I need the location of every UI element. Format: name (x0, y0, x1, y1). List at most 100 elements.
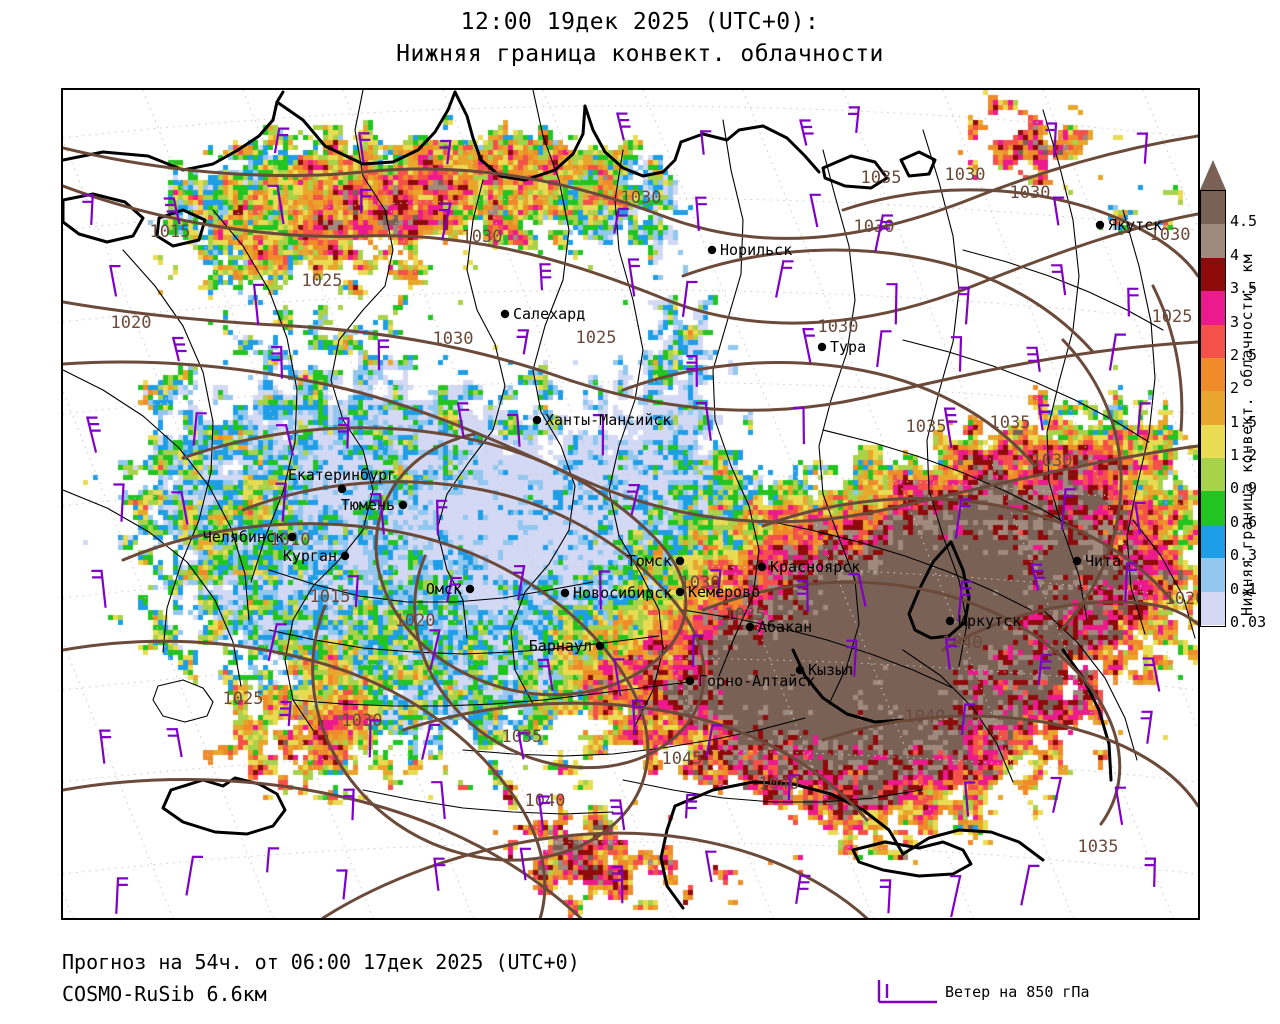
city-marker[interactable] (795, 665, 805, 675)
city-label: Екатеринбург (288, 466, 396, 484)
wind-barb (1060, 488, 1076, 530)
model-info: COSMO-RuSib 6.6км (62, 982, 267, 1006)
isobar-label: 1030 (818, 317, 859, 337)
isobar-label: 1035 (990, 413, 1031, 433)
city-marker[interactable] (945, 616, 955, 626)
isobar-label: 1030 (854, 217, 895, 237)
isobar-label: 1030 (433, 329, 474, 349)
wind-barb (611, 865, 624, 904)
city-marker[interactable] (595, 641, 605, 651)
city-marker[interactable] (675, 587, 685, 597)
wind-barb (874, 214, 893, 252)
city-marker[interactable] (707, 245, 717, 255)
wind-barb (699, 130, 712, 155)
city-marker[interactable] (337, 484, 347, 494)
wind-barb (950, 336, 963, 372)
wind-barb (799, 119, 814, 146)
wind-barb (958, 286, 970, 325)
wind-barb (943, 407, 958, 449)
city-marker[interactable] (675, 556, 685, 566)
city-marker[interactable] (1095, 220, 1105, 230)
colorbar-band (1201, 224, 1225, 258)
city-marker[interactable] (398, 500, 408, 510)
city-marker[interactable] (532, 415, 542, 425)
wind-barb (627, 483, 641, 516)
city-label: Кызыл (808, 661, 853, 679)
wind-barb (1050, 776, 1063, 813)
wind-barb (684, 793, 698, 819)
wind-barb (613, 658, 625, 697)
wind-barb (1052, 196, 1065, 226)
wind-barb (845, 639, 858, 677)
colorbar-band (1201, 324, 1225, 358)
city-marker[interactable] (745, 622, 755, 632)
city-marker[interactable] (817, 342, 827, 352)
colorbar-tick: 4 (1230, 245, 1240, 264)
wind-barb (279, 700, 292, 727)
wind-barb (512, 564, 526, 601)
isobar-label: 1030 (945, 165, 986, 185)
title-line-valid-time: 12:00 19дек 2025 (UTC+0): (460, 9, 820, 35)
isobar-label: 1035 (725, 605, 766, 625)
wind-barb (631, 699, 644, 735)
wind-barb (610, 799, 626, 831)
wind-barb (957, 580, 973, 622)
wind-barb (775, 260, 794, 298)
colorbar-band (1201, 391, 1225, 425)
wind-barb (276, 423, 295, 456)
colorbar-tick: 2 (1230, 379, 1240, 398)
isobar-label: 1015 (150, 222, 191, 242)
wind-barb (1114, 786, 1126, 825)
city-marker[interactable] (287, 532, 297, 542)
wind-barb (113, 483, 125, 522)
wind-barb (267, 622, 287, 662)
wind-barb (507, 413, 521, 447)
isobar-label: 1030 (680, 573, 721, 593)
wind-barb (1136, 132, 1149, 164)
wind-barb (1124, 562, 1138, 602)
isobar-label: 1035 (1078, 837, 1119, 857)
wind-barb (267, 184, 285, 225)
city-marker[interactable] (560, 588, 570, 598)
wind-barb (592, 413, 605, 456)
isobar-label: 1025 (1152, 307, 1193, 327)
isobar-label: 1020 (1165, 589, 1198, 609)
wind-barb (960, 703, 976, 736)
wind-barb (99, 729, 112, 764)
map-canvas[interactable] (63, 90, 1198, 918)
isobar-label: 1025 (576, 328, 617, 348)
colorbar-tick-labels: 4.5 4 3.5 3 2.5 2 1.5 1.2 0.9 0.6 0.3 0.1 0.03 (1230, 160, 1276, 660)
city-marker[interactable] (340, 551, 350, 561)
wind-barb (1020, 864, 1040, 906)
wind-barb (539, 263, 552, 291)
isobar-label: 1030 (621, 188, 662, 208)
city-label: Красноярск (770, 558, 860, 576)
city-marker[interactable] (465, 584, 475, 594)
wind-barb (358, 132, 371, 163)
wind-barb (613, 207, 629, 234)
colorbar-band (1201, 458, 1225, 492)
city-marker[interactable] (685, 676, 695, 686)
colorbar-tick: 2.5 (1230, 345, 1258, 364)
city-label: Новосибирск (573, 584, 672, 602)
colorbar-over-arrow (1200, 160, 1226, 190)
city-label: Курган (283, 547, 337, 565)
city-marker[interactable] (500, 309, 510, 319)
wind-barb (793, 406, 806, 445)
colorbar-tick: 0.9 (1230, 479, 1258, 498)
wind-barb (848, 106, 861, 134)
city-marker[interactable] (757, 562, 767, 572)
isobar-label: 1025 (223, 689, 264, 709)
wind-barb (537, 795, 550, 831)
city-marker[interactable] (1072, 556, 1082, 566)
wind-barb (1051, 264, 1067, 296)
isobar-label: 1030 (462, 227, 503, 247)
isobar-label: 1035 (861, 168, 902, 188)
wind-barb (598, 570, 611, 610)
wind-barb (115, 877, 129, 914)
isobar-label: 1020 (111, 313, 152, 333)
map-frame[interactable]: 1015 1020 1025 1030 1030 1030 1025 1035 1030 1030… (61, 88, 1200, 920)
isobar-label: 1040 (905, 707, 946, 727)
